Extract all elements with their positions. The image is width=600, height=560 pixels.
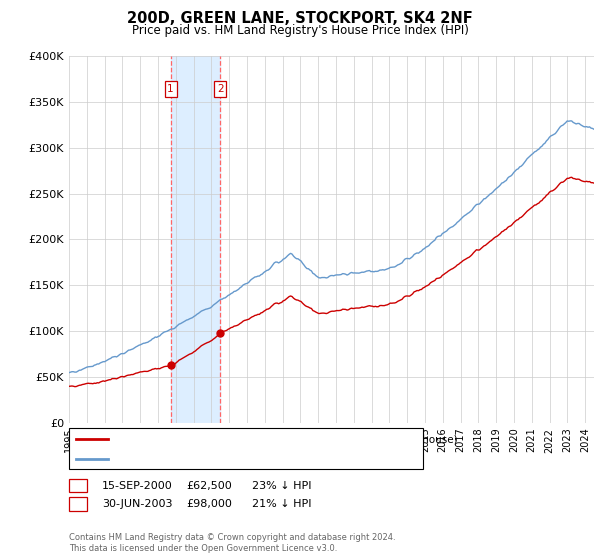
- Text: 23% ↓ HPI: 23% ↓ HPI: [252, 480, 311, 491]
- Text: 30-JUN-2003: 30-JUN-2003: [102, 499, 173, 509]
- Text: 2: 2: [217, 84, 224, 94]
- Text: HPI: Average price, semi-detached house, Stockport: HPI: Average price, semi-detached house,…: [114, 454, 386, 464]
- Bar: [170, 56, 220, 423]
- Text: 200D, GREEN LANE, STOCKPORT, SK4 2NF: 200D, GREEN LANE, STOCKPORT, SK4 2NF: [127, 11, 473, 26]
- Text: 21% ↓ HPI: 21% ↓ HPI: [252, 499, 311, 509]
- Text: 1: 1: [74, 480, 82, 491]
- Text: 2: 2: [74, 499, 82, 509]
- Text: £98,000: £98,000: [186, 499, 232, 509]
- Text: 15-SEP-2000: 15-SEP-2000: [102, 480, 173, 491]
- Text: 1: 1: [167, 84, 174, 94]
- Text: Price paid vs. HM Land Registry's House Price Index (HPI): Price paid vs. HM Land Registry's House …: [131, 24, 469, 37]
- Text: 200D, GREEN LANE, STOCKPORT, SK4 2NF (semi-detached house): 200D, GREEN LANE, STOCKPORT, SK4 2NF (se…: [114, 435, 458, 444]
- Text: £62,500: £62,500: [186, 480, 232, 491]
- Text: Contains HM Land Registry data © Crown copyright and database right 2024.
This d: Contains HM Land Registry data © Crown c…: [69, 533, 395, 553]
